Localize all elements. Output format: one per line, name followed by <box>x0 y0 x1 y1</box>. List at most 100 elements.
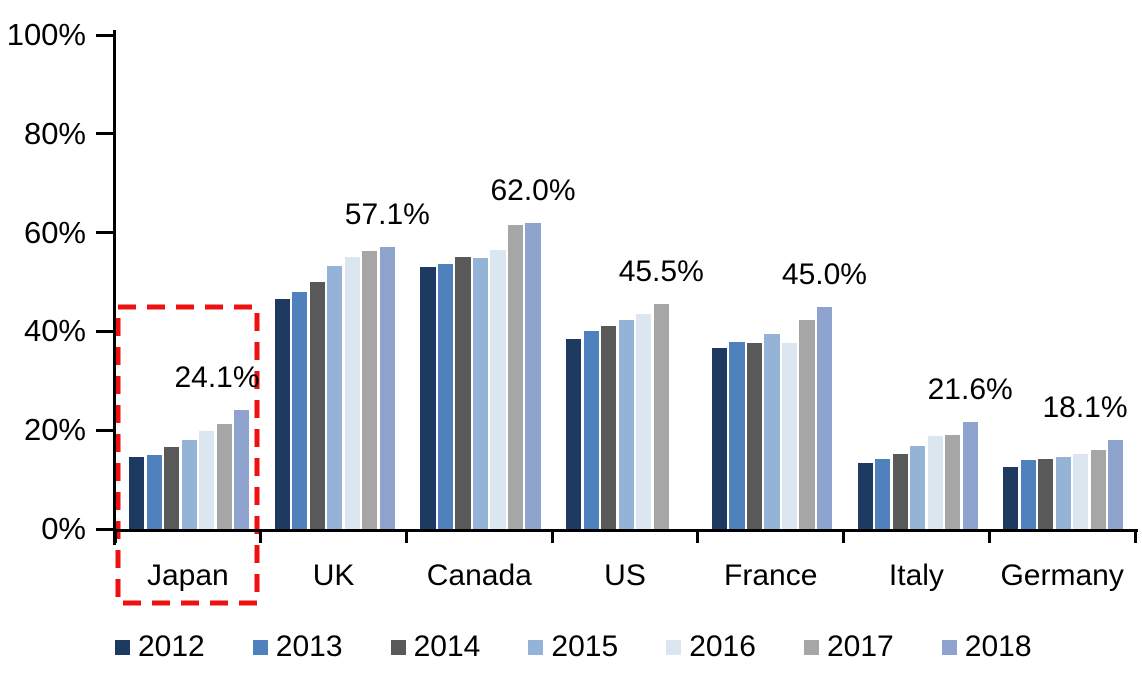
bar-italy-2017 <box>945 434 961 529</box>
y-tick <box>96 132 116 136</box>
legend-item-2016: 2016 <box>666 631 794 663</box>
y-tick-label: 100% <box>6 17 86 52</box>
bar-us-2016 <box>636 314 652 529</box>
bar-italy-2015 <box>910 446 926 529</box>
y-axis-line <box>113 30 116 545</box>
legend-swatch-2014 <box>390 640 406 655</box>
bar-us-2017 <box>653 304 669 529</box>
y-tick <box>96 231 116 235</box>
y-tick <box>96 33 116 37</box>
bar-japan-2016 <box>199 430 215 529</box>
bar-uk-2016 <box>344 256 360 529</box>
legend-label-2014: 2014 <box>413 630 481 663</box>
category-label-us: US <box>604 559 646 592</box>
bar-uk-2018 <box>379 246 395 529</box>
legend-label-2013: 2013 <box>275 630 343 663</box>
bar-japan-2013 <box>146 455 162 529</box>
value-label-canada: 62.0% <box>490 173 576 207</box>
legend-label-2015: 2015 <box>551 630 619 663</box>
x-tick <box>842 529 846 543</box>
bar-france-2014 <box>746 342 763 529</box>
bar-germany-2014 <box>1038 458 1054 529</box>
bar-italy-2018 <box>962 422 978 529</box>
bar-germany-2013 <box>1020 459 1036 529</box>
bar-uk-2013 <box>292 292 308 529</box>
bar-germany-2015 <box>1055 456 1071 529</box>
bar-uk-2017 <box>362 250 378 529</box>
bar-italy-2013 <box>875 458 891 529</box>
legend-swatch-2012 <box>115 640 130 655</box>
bar-us-2014 <box>601 325 617 529</box>
bar-france-2017 <box>799 319 815 529</box>
bar-canada-2014 <box>455 256 471 529</box>
bar-france-2015 <box>764 333 780 529</box>
bar-germany-2017 <box>1090 450 1106 529</box>
y-tick <box>96 527 116 531</box>
y-tick-label: 20% <box>23 412 86 448</box>
x-tick <box>550 529 554 543</box>
category-label-italy: Italy <box>888 559 944 592</box>
value-label-france: 45.0% <box>781 257 867 291</box>
legend-item-2015: 2015 <box>528 631 656 663</box>
bar-canada-2017 <box>507 224 524 529</box>
bar-japan-2012 <box>129 456 145 529</box>
bar-italy-2016 <box>927 435 943 529</box>
bar-japan-2014 <box>164 447 180 529</box>
legend-label-2016: 2016 <box>689 630 756 663</box>
legend-item-2013: 2013 <box>252 630 381 663</box>
bar-germany-2018 <box>1108 439 1124 529</box>
category-label-france: France <box>724 559 818 592</box>
legend-item-2018: 2018 <box>941 630 1070 663</box>
y-tick-label: 0% <box>41 511 86 546</box>
value-label-uk: 57.1% <box>344 197 430 231</box>
bar-germany-2012 <box>1003 467 1019 529</box>
bar-japan-2018 <box>234 409 250 529</box>
bar-france-2016 <box>781 343 798 529</box>
legend-swatch-2013 <box>252 640 268 655</box>
x-tick <box>987 529 991 543</box>
legend-item-2017: 2017 <box>804 631 932 663</box>
x-tick <box>259 529 263 543</box>
x-tick <box>696 529 700 543</box>
y-tick-label: 40% <box>23 313 86 349</box>
bar-us-2012 <box>566 339 582 529</box>
x-tick <box>1133 529 1137 543</box>
bar-italy-2012 <box>857 463 873 529</box>
legend-item-2014: 2014 <box>390 630 519 663</box>
y-tick <box>96 428 116 432</box>
legend-swatch-2018 <box>941 640 957 655</box>
value-label-japan: 24.1% <box>174 360 260 394</box>
legend-label-2018: 2018 <box>964 630 1032 663</box>
legend-swatch-2017 <box>804 640 819 655</box>
legend-label-2012: 2012 <box>138 630 205 663</box>
bar-france-2018 <box>816 306 833 529</box>
y-tick <box>96 329 116 333</box>
bar-france-2013 <box>729 342 745 529</box>
bar-uk-2015 <box>327 265 343 529</box>
bar-uk-2014 <box>309 281 325 529</box>
legend-label-2017: 2017 <box>827 630 894 663</box>
value-label-us: 45.5% <box>618 255 704 289</box>
x-axis-line <box>113 529 1138 532</box>
bar-canada-2016 <box>490 249 506 529</box>
bar-germany-2016 <box>1073 453 1089 529</box>
value-label-germany: 18.1% <box>1042 390 1128 424</box>
bar-canada-2018 <box>525 222 541 529</box>
y-tick-label: 60% <box>23 214 86 250</box>
x-tick <box>113 529 117 543</box>
bar-japan-2015 <box>181 440 197 529</box>
legend-item-2012: 2012 <box>115 631 243 663</box>
x-tick <box>404 529 408 543</box>
bar-canada-2015 <box>472 257 489 529</box>
category-label-canada: Canada <box>426 559 532 592</box>
value-label-italy: 21.6% <box>927 373 1013 407</box>
legend-swatch-2016 <box>666 640 682 655</box>
bar-us-2013 <box>583 330 599 529</box>
bar-canada-2012 <box>420 266 436 529</box>
category-label-uk: UK <box>312 559 355 592</box>
category-label-japan: Japan <box>146 559 229 592</box>
category-label-germany: Germany <box>1000 559 1124 592</box>
bar-uk-2012 <box>274 298 290 529</box>
legend-swatch-2015 <box>528 640 544 655</box>
